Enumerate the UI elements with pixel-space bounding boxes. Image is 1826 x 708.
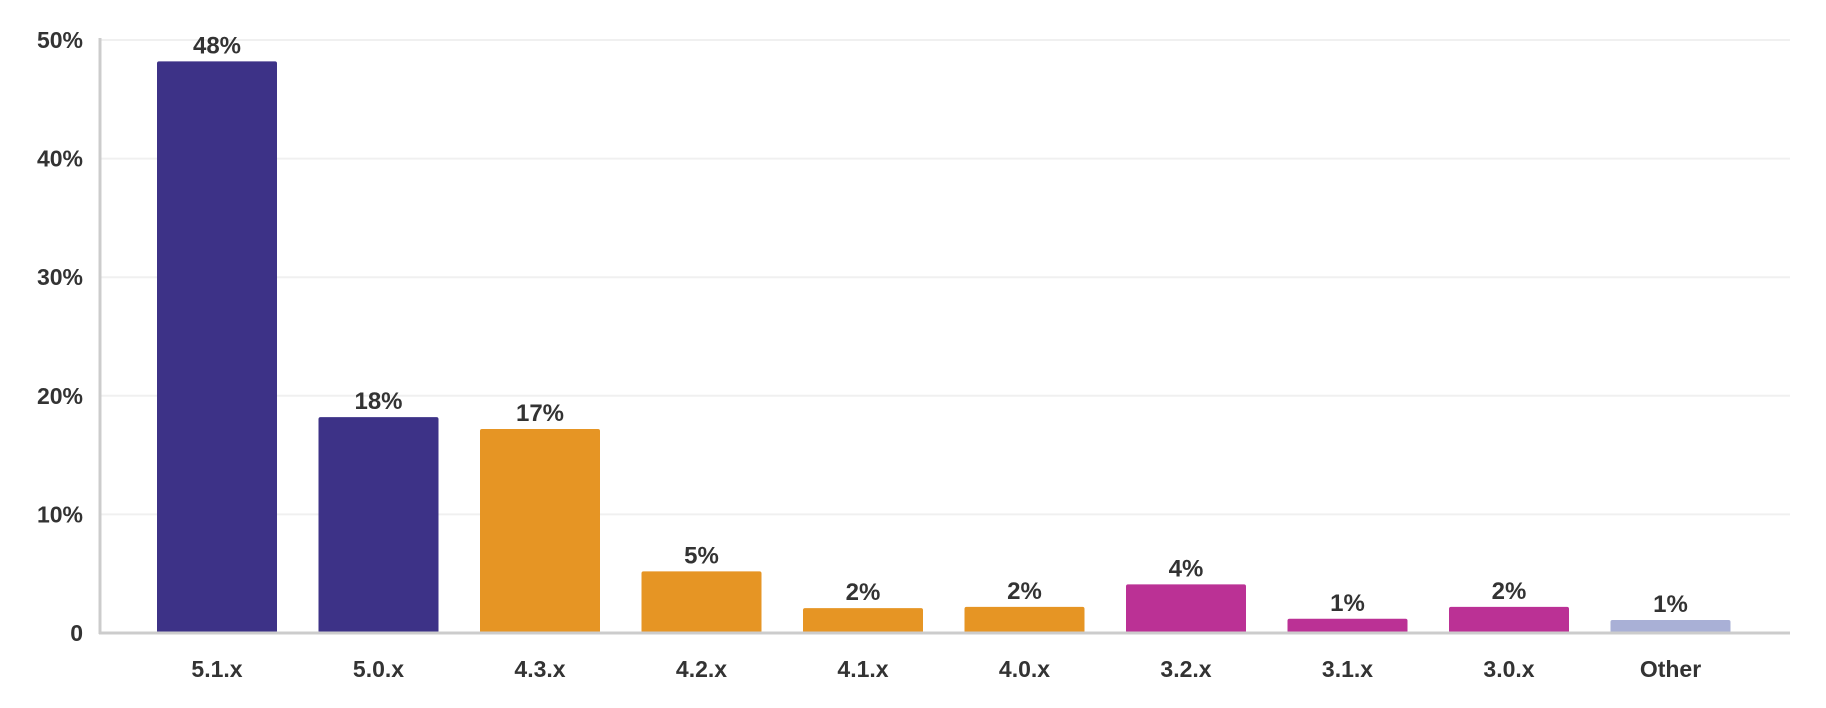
y-tick-label: 10% bbox=[37, 501, 83, 527]
x-tick-label: 5.0.x bbox=[353, 656, 404, 682]
y-tick-label: 40% bbox=[37, 146, 83, 172]
gridlines bbox=[100, 39, 1790, 516]
bar bbox=[641, 571, 762, 633]
bar bbox=[964, 606, 1085, 633]
data-label: 4% bbox=[1169, 555, 1204, 582]
x-tick-label: 4.1.x bbox=[837, 656, 888, 682]
bar bbox=[803, 608, 923, 633]
labels: 0 10% 20% 30% 40% 50% 48% 5.1.x 18% 5.0.x 17% 4.3.x… bbox=[37, 27, 1701, 682]
x-tick-label: 5.1.x bbox=[191, 656, 242, 682]
data-label: 1% bbox=[1653, 591, 1688, 618]
y-tick-label: 0 bbox=[70, 620, 83, 646]
data-label: 5% bbox=[684, 542, 719, 569]
bars bbox=[157, 61, 1731, 633]
bar bbox=[157, 61, 277, 633]
y-tick-label: 30% bbox=[37, 264, 83, 290]
x-tick-label: 3.1.x bbox=[1322, 656, 1373, 682]
x-tick-label: 4.0.x bbox=[999, 656, 1050, 682]
bar bbox=[1287, 618, 1408, 633]
data-label: 2% bbox=[1492, 578, 1527, 605]
x-tick-label: 3.2.x bbox=[1160, 656, 1211, 682]
x-tick-label: 3.0.x bbox=[1483, 656, 1534, 682]
data-label: 2% bbox=[1007, 578, 1042, 605]
data-label: 18% bbox=[354, 388, 402, 415]
bar bbox=[318, 417, 439, 633]
bar bbox=[480, 429, 600, 633]
bar bbox=[1449, 606, 1569, 633]
y-tick-label: 50% bbox=[37, 27, 83, 53]
x-tick-label: 4.3.x bbox=[514, 656, 565, 682]
data-label: 2% bbox=[846, 579, 881, 606]
data-label: 48% bbox=[193, 32, 241, 59]
bar bbox=[1610, 619, 1731, 633]
bar bbox=[1126, 584, 1246, 633]
x-tick-label: Other bbox=[1640, 656, 1701, 682]
y-tick-label: 20% bbox=[37, 383, 83, 409]
x-tick-label: 4.2.x bbox=[676, 656, 727, 682]
axes bbox=[98, 38, 1790, 635]
data-label: 17% bbox=[516, 400, 564, 427]
data-label: 1% bbox=[1330, 590, 1365, 617]
